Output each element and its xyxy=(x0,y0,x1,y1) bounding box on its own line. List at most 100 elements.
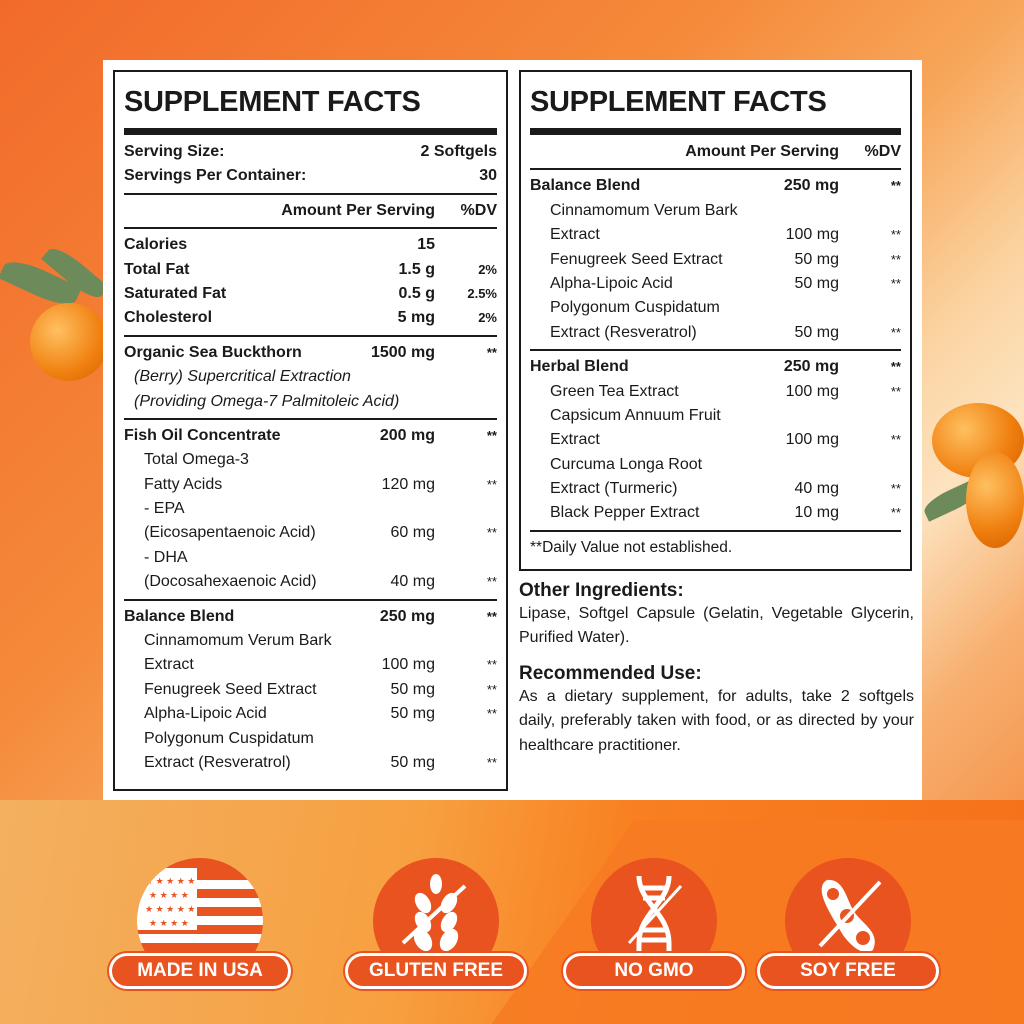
ingredient-name: Herbal Blend xyxy=(530,358,629,376)
badge-made-in-usa: ★ ★ ★ ★ ★ ★ ★ ★ ★ ★ ★ ★ ★ ★ ★ ★ ★ ★ MADE IN… xyxy=(104,858,294,989)
daily-value xyxy=(839,404,901,428)
ingredient-name: Balance Blend xyxy=(530,177,641,195)
ingredient-name: Extract (Resveratrol) xyxy=(144,753,291,771)
daily-value xyxy=(839,453,901,477)
daily-value: 2% xyxy=(478,261,497,277)
badge-label: GLUTEN FREE xyxy=(345,953,527,989)
badge-label: NO GMO xyxy=(563,953,745,989)
dv-header: %DV xyxy=(864,143,901,160)
sea-buckthorn-berry xyxy=(966,452,1024,548)
divider xyxy=(124,227,497,230)
amount: 15 xyxy=(417,236,435,254)
amount: 100 mg xyxy=(381,656,435,674)
nutrient-row: Curcuma Longa Root xyxy=(530,453,901,477)
ingredient-name: Polygonum Cuspidatum xyxy=(144,729,314,747)
dv-header: %DV xyxy=(460,201,497,219)
nutrient-row: Fish Oil Concentrate 200 mg ** xyxy=(124,424,497,448)
ingredient-name: Extract (Turmeric) xyxy=(550,480,678,498)
nutrient-row: Black Pepper Extract 10 mg ** xyxy=(530,501,901,525)
nutrient-row: Extract 100 mg ** xyxy=(124,653,497,677)
svg-text:★ ★ ★ ★: ★ ★ ★ ★ xyxy=(149,890,189,900)
ingredient-name: Fish Oil Concentrate xyxy=(124,426,281,444)
daily-value: ** xyxy=(890,251,901,267)
divider xyxy=(124,417,497,420)
ingredient-name: Cholesterol xyxy=(124,309,213,327)
column-header: Amount Per Serving %DV xyxy=(530,140,901,164)
daily-value: ** xyxy=(486,427,497,443)
daily-value: ** xyxy=(486,608,497,624)
nutrient-row: Herbal Blend 250 mg ** xyxy=(530,355,901,379)
nutrient-row: Balance Blend 250 mg ** xyxy=(530,174,901,198)
supplement-facts-left: SUPPLEMENT FACTS Serving Size: 2 Softgels… xyxy=(113,70,508,791)
nutrient-row: Extract 100 mg ** xyxy=(530,428,901,452)
amount: 100 mg xyxy=(785,431,839,449)
nutrient-row: Alpha-Lipoic Acid 50 mg ** xyxy=(530,272,901,296)
nutrient-row: Extract (Resveratrol) 50 mg ** xyxy=(124,751,497,775)
daily-value: ** xyxy=(486,706,497,722)
recommended-use: Recommended Use: As a dietary supplement… xyxy=(519,663,914,758)
other-ingredients-text: Lipase, Softgel Capsule (Gelatin, Vegeta… xyxy=(519,605,914,647)
nutrient-row: (Docosahexaenoic Acid) 40 mg ** xyxy=(124,570,497,594)
nutrient-row: (Berry) Supercritical Extraction xyxy=(124,365,497,389)
nutrient-row: Cinnamomum Verum Bark xyxy=(530,199,901,223)
label: Serving Size: xyxy=(124,143,225,160)
nutrient-row: Fenugreek Seed Extract 50 mg ** xyxy=(124,678,497,702)
ingredient-name: Saturated Fat xyxy=(124,284,227,302)
ingredient-name: Fenugreek Seed Extract xyxy=(550,250,723,268)
serving-size-row: Serving Size: 2 Softgels xyxy=(124,140,497,164)
amount: 50 mg xyxy=(794,274,839,292)
ingredient-name: Capsicum Annuum Fruit xyxy=(550,406,721,424)
ingredient-name: Cinnamomum Verum Bark xyxy=(144,632,332,650)
daily-value xyxy=(839,296,901,320)
ingredient-name: Alpha-Lipoic Acid xyxy=(550,274,673,292)
nutrient-row: Extract (Resveratrol) 50 mg ** xyxy=(530,321,901,345)
ingredient-name: (Docosahexaenoic Acid) xyxy=(144,573,317,591)
daily-value: 2.5% xyxy=(467,285,497,301)
nutrient-row: Organic Sea Buckthorn 1500 mg ** xyxy=(124,341,497,365)
column-header: Amount Per Serving %DV xyxy=(124,199,497,223)
amount: 1500 mg xyxy=(370,343,435,361)
amount: 200 mg xyxy=(379,426,435,444)
daily-value: ** xyxy=(890,432,901,448)
daily-value: ** xyxy=(486,344,497,360)
amount: 10 mg xyxy=(794,504,839,522)
divider xyxy=(530,529,901,532)
nutrient-row: - EPA xyxy=(124,497,497,521)
badge-label: SOY FREE xyxy=(757,953,939,989)
nutrient-row: (Eicosapentaenoic Acid) 60 mg ** xyxy=(124,521,497,545)
amount: 50 mg xyxy=(794,323,839,341)
ingredient-name: Curcuma Longa Root xyxy=(550,455,703,473)
daily-value xyxy=(435,233,497,257)
ingredient-name: Extract (Resveratrol) xyxy=(550,323,697,341)
nutrient-row: Balance Blend 250 mg ** xyxy=(124,605,497,629)
badge-no-gmo: NO GMO xyxy=(558,858,748,989)
ingredient-name: Organic Sea Buckthorn xyxy=(124,343,302,361)
divider xyxy=(530,168,901,171)
nutrient-row: (Providing Omega-7 Palmitoleic Acid) xyxy=(124,390,497,414)
amount: 0.5 g xyxy=(398,284,435,302)
nutrient-row: Calories 15 xyxy=(124,233,497,257)
daily-value: ** xyxy=(890,324,901,340)
svg-text:★ ★ ★ ★ ★: ★ ★ ★ ★ ★ xyxy=(145,876,195,886)
daily-value xyxy=(839,199,901,223)
daily-value: ** xyxy=(890,359,901,375)
other-ingredients-heading: Other Ingredients: xyxy=(519,580,684,601)
amount: 40 mg xyxy=(390,573,435,591)
ingredient-name: - EPA xyxy=(144,500,185,518)
daily-value: ** xyxy=(486,574,497,590)
ingredient-name: Polygonum Cuspidatum xyxy=(550,299,720,317)
servings-per-container-row: Servings Per Container: 30 xyxy=(124,164,497,188)
label-card xyxy=(103,60,922,800)
amount: 50 mg xyxy=(390,705,435,723)
daily-value: ** xyxy=(890,178,901,194)
amount: 250 mg xyxy=(783,358,839,376)
ingredient-name: Alpha-Lipoic Acid xyxy=(144,705,267,723)
daily-value: 2% xyxy=(478,310,497,326)
badge-soy-free: SOY FREE xyxy=(752,858,942,989)
ingredient-name: - DHA xyxy=(144,548,188,566)
daily-value xyxy=(435,629,497,653)
ingredient-name: Total Omega-3 xyxy=(144,451,249,469)
daily-value: ** xyxy=(486,476,497,492)
divider xyxy=(124,334,497,337)
supplement-facts-right: SUPPLEMENT FACTS Amount Per Serving %DV B… xyxy=(519,70,912,571)
